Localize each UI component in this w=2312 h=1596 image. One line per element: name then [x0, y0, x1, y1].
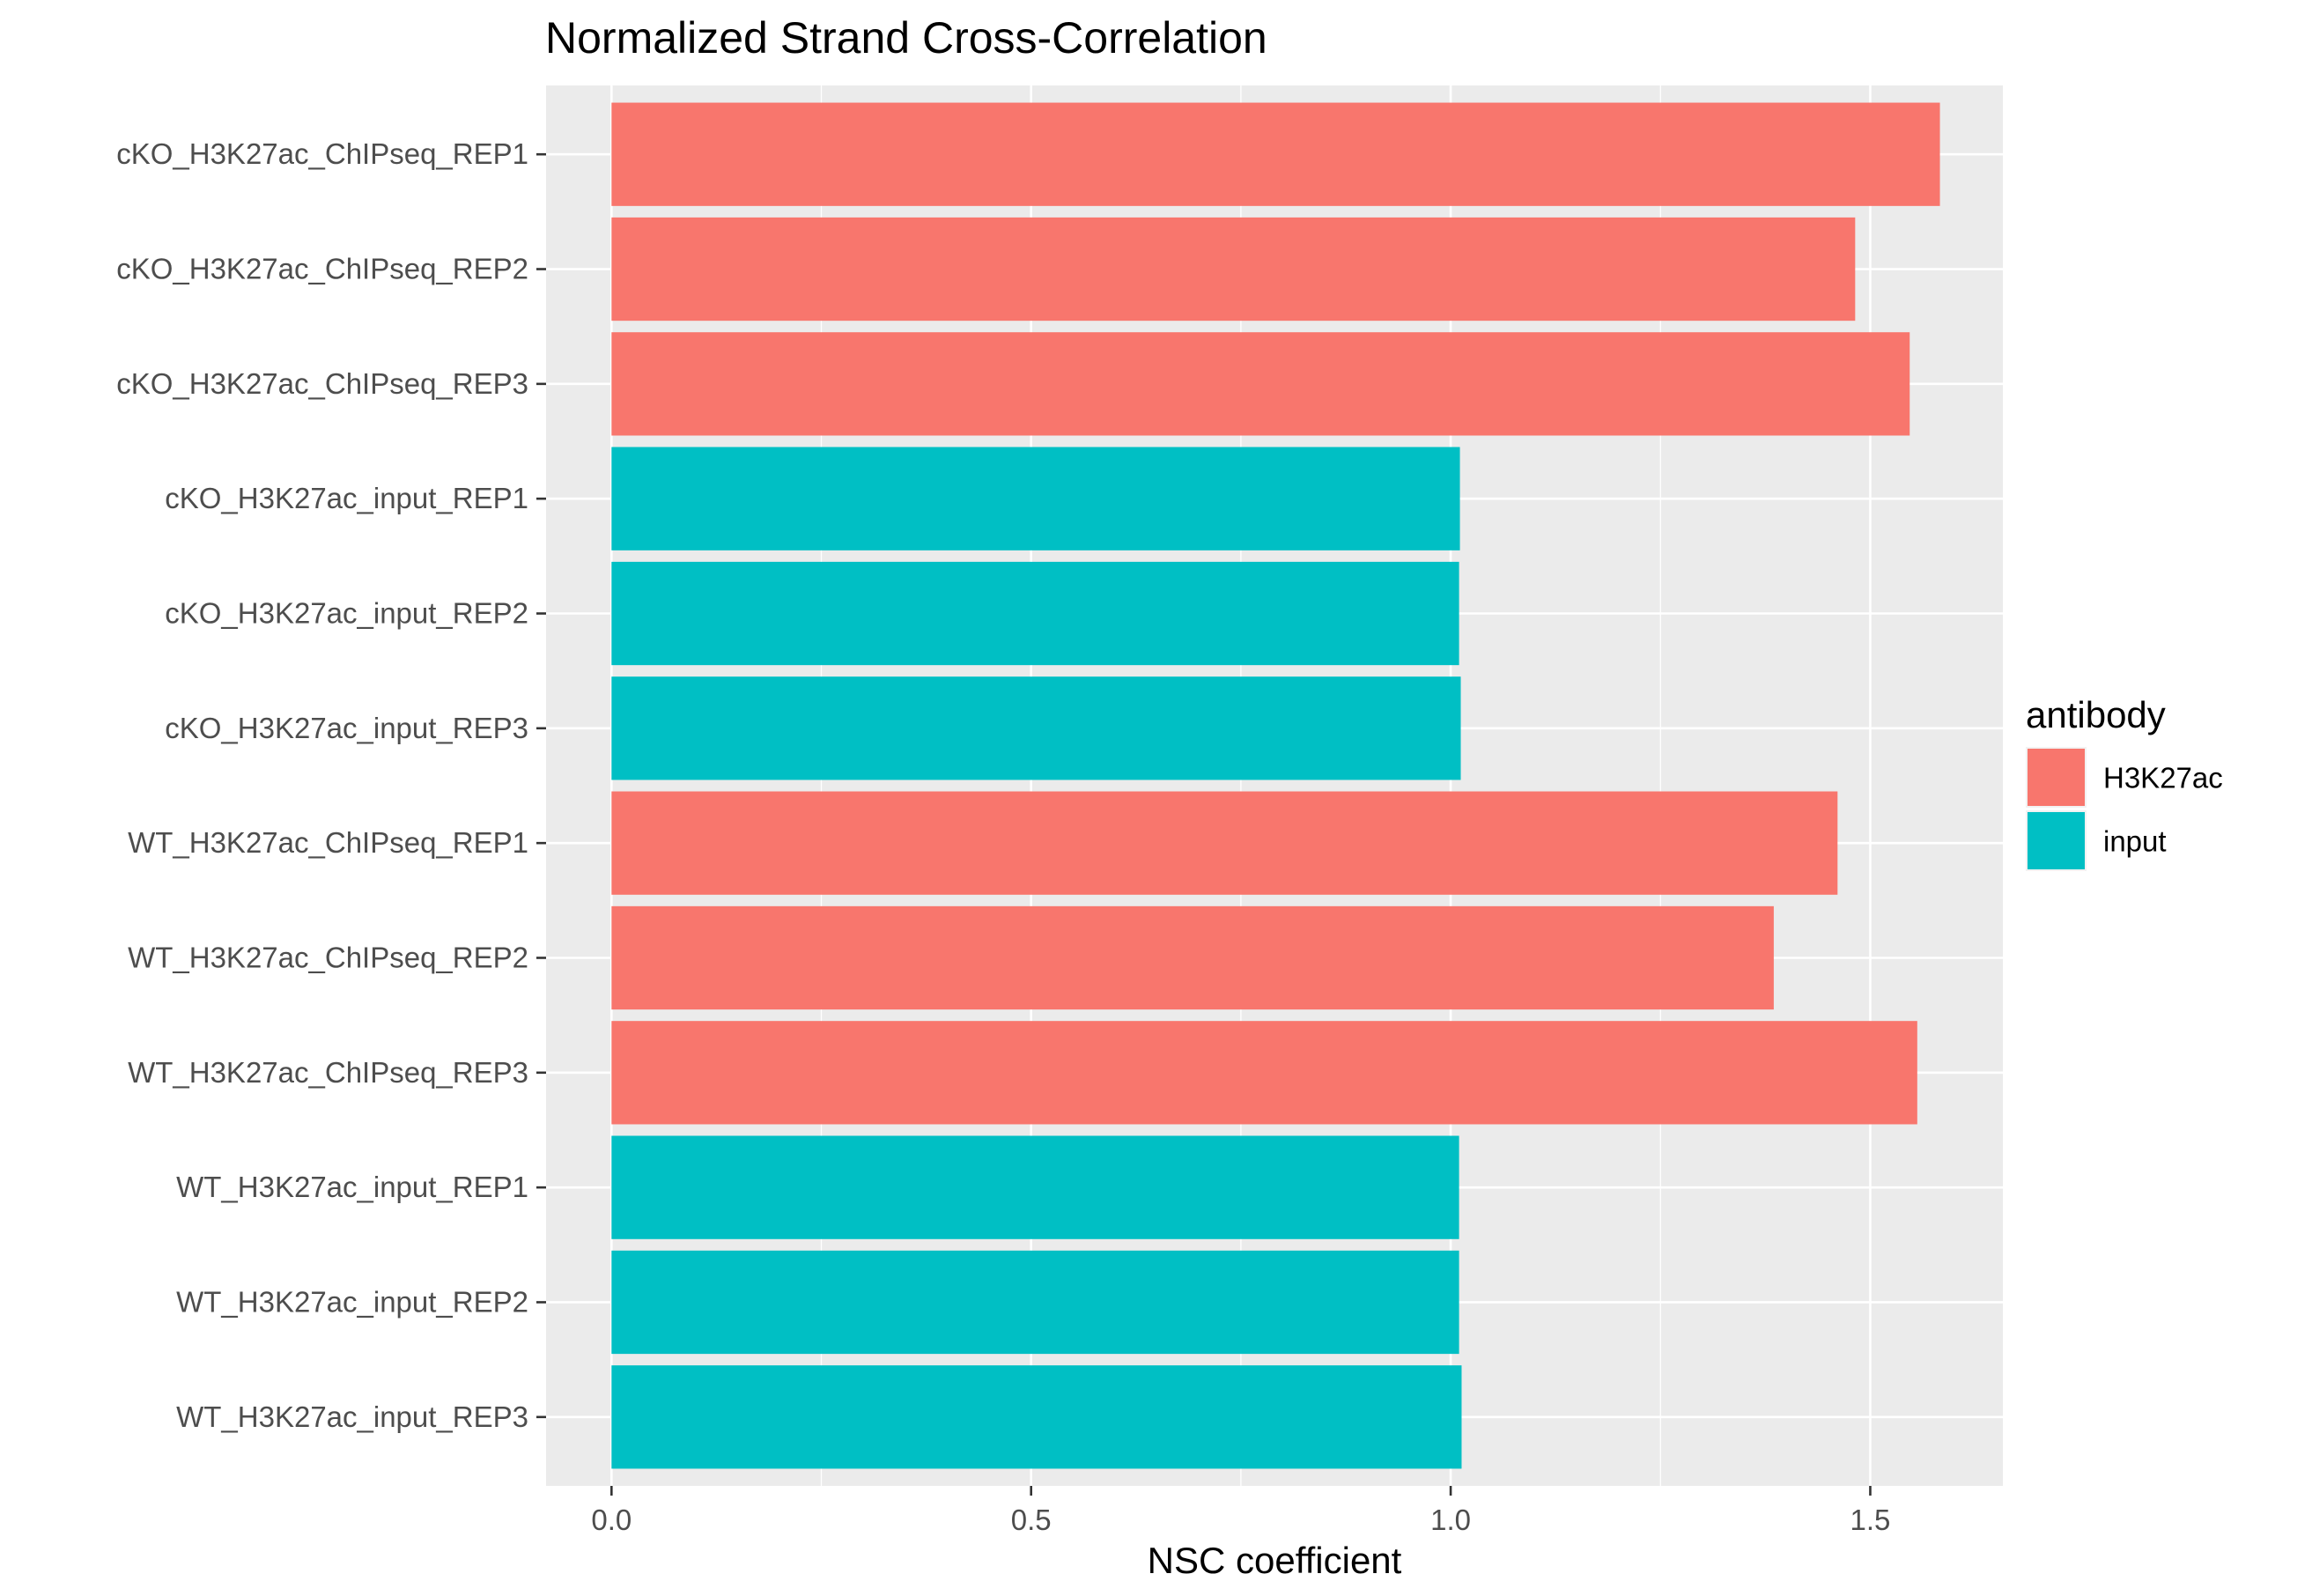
- y-tick-label: cKO_H3K27ac_input_REP1: [165, 482, 528, 514]
- bar-wt-h3k27ac-input-rep1: [611, 1135, 1459, 1239]
- legend-key-h3k27ac: [2028, 749, 2085, 806]
- y-tick-label: cKO_H3K27ac_input_REP3: [165, 712, 528, 744]
- bar-cko-h3k27ac-input-rep2: [611, 561, 1459, 666]
- legend-key-input: [2028, 812, 2085, 869]
- x-tick-label: 0.0: [591, 1504, 632, 1536]
- y-tick-label: WT_H3K27ac_input_REP2: [176, 1285, 528, 1318]
- bar-wt-h3k27ac-chipseq-rep3: [611, 1021, 1917, 1125]
- bar-wt-h3k27ac-chipseq-rep2: [611, 905, 1774, 1010]
- chart-title: Normalized Strand Cross-Correlation: [545, 13, 1267, 63]
- x-axis: 0.0 0.5 1.0 1.5: [591, 1486, 1890, 1536]
- bar-cko-h3k27ac-chipseq-rep3: [611, 332, 1910, 436]
- x-axis-title: NSC coefficient: [1148, 1540, 1402, 1581]
- legend-label-input: input: [2103, 825, 2167, 858]
- x-tick-label: 0.5: [1011, 1504, 1052, 1536]
- bar-cko-h3k27ac-input-rep3: [611, 676, 1461, 780]
- y-tick-label: cKO_H3K27ac_ChIPseq_REP3: [116, 367, 528, 400]
- bars: [611, 102, 1940, 1469]
- bar-cko-h3k27ac-input-rep1: [611, 447, 1460, 550]
- bar-cko-h3k27ac-chipseq-rep2: [611, 217, 1856, 321]
- x-tick-label: 1.5: [1850, 1504, 1891, 1536]
- legend-title: antibody: [2026, 694, 2166, 735]
- y-tick-label: WT_H3K27ac_ChIPseq_REP3: [128, 1056, 528, 1089]
- y-tick-label: cKO_H3K27ac_ChIPseq_REP1: [116, 137, 528, 170]
- y-tick-label: WT_H3K27ac_input_REP3: [176, 1400, 528, 1433]
- y-tick-label: cKO_H3K27ac_input_REP2: [165, 597, 528, 630]
- bar-wt-h3k27ac-chipseq-rep1: [611, 791, 1838, 895]
- legend: antibody H3K27ac input: [2026, 694, 2223, 871]
- y-axis: cKO_H3K27ac_ChIPseq_REP1 cKO_H3K27ac_ChIP…: [116, 137, 546, 1433]
- bar-wt-h3k27ac-input-rep3: [611, 1365, 1462, 1469]
- legend-label-h3k27ac: H3K27ac: [2103, 762, 2223, 794]
- y-tick-label: WT_H3K27ac_input_REP1: [176, 1171, 528, 1203]
- y-tick-label: cKO_H3K27ac_ChIPseq_REP2: [116, 253, 528, 285]
- y-tick-label: WT_H3K27ac_ChIPseq_REP1: [128, 826, 528, 859]
- y-tick-label: WT_H3K27ac_ChIPseq_REP2: [128, 941, 528, 973]
- x-tick-label: 1.0: [1430, 1504, 1471, 1536]
- bar-wt-h3k27ac-input-rep2: [611, 1250, 1459, 1355]
- bar-cko-h3k27ac-chipseq-rep1: [611, 102, 1940, 206]
